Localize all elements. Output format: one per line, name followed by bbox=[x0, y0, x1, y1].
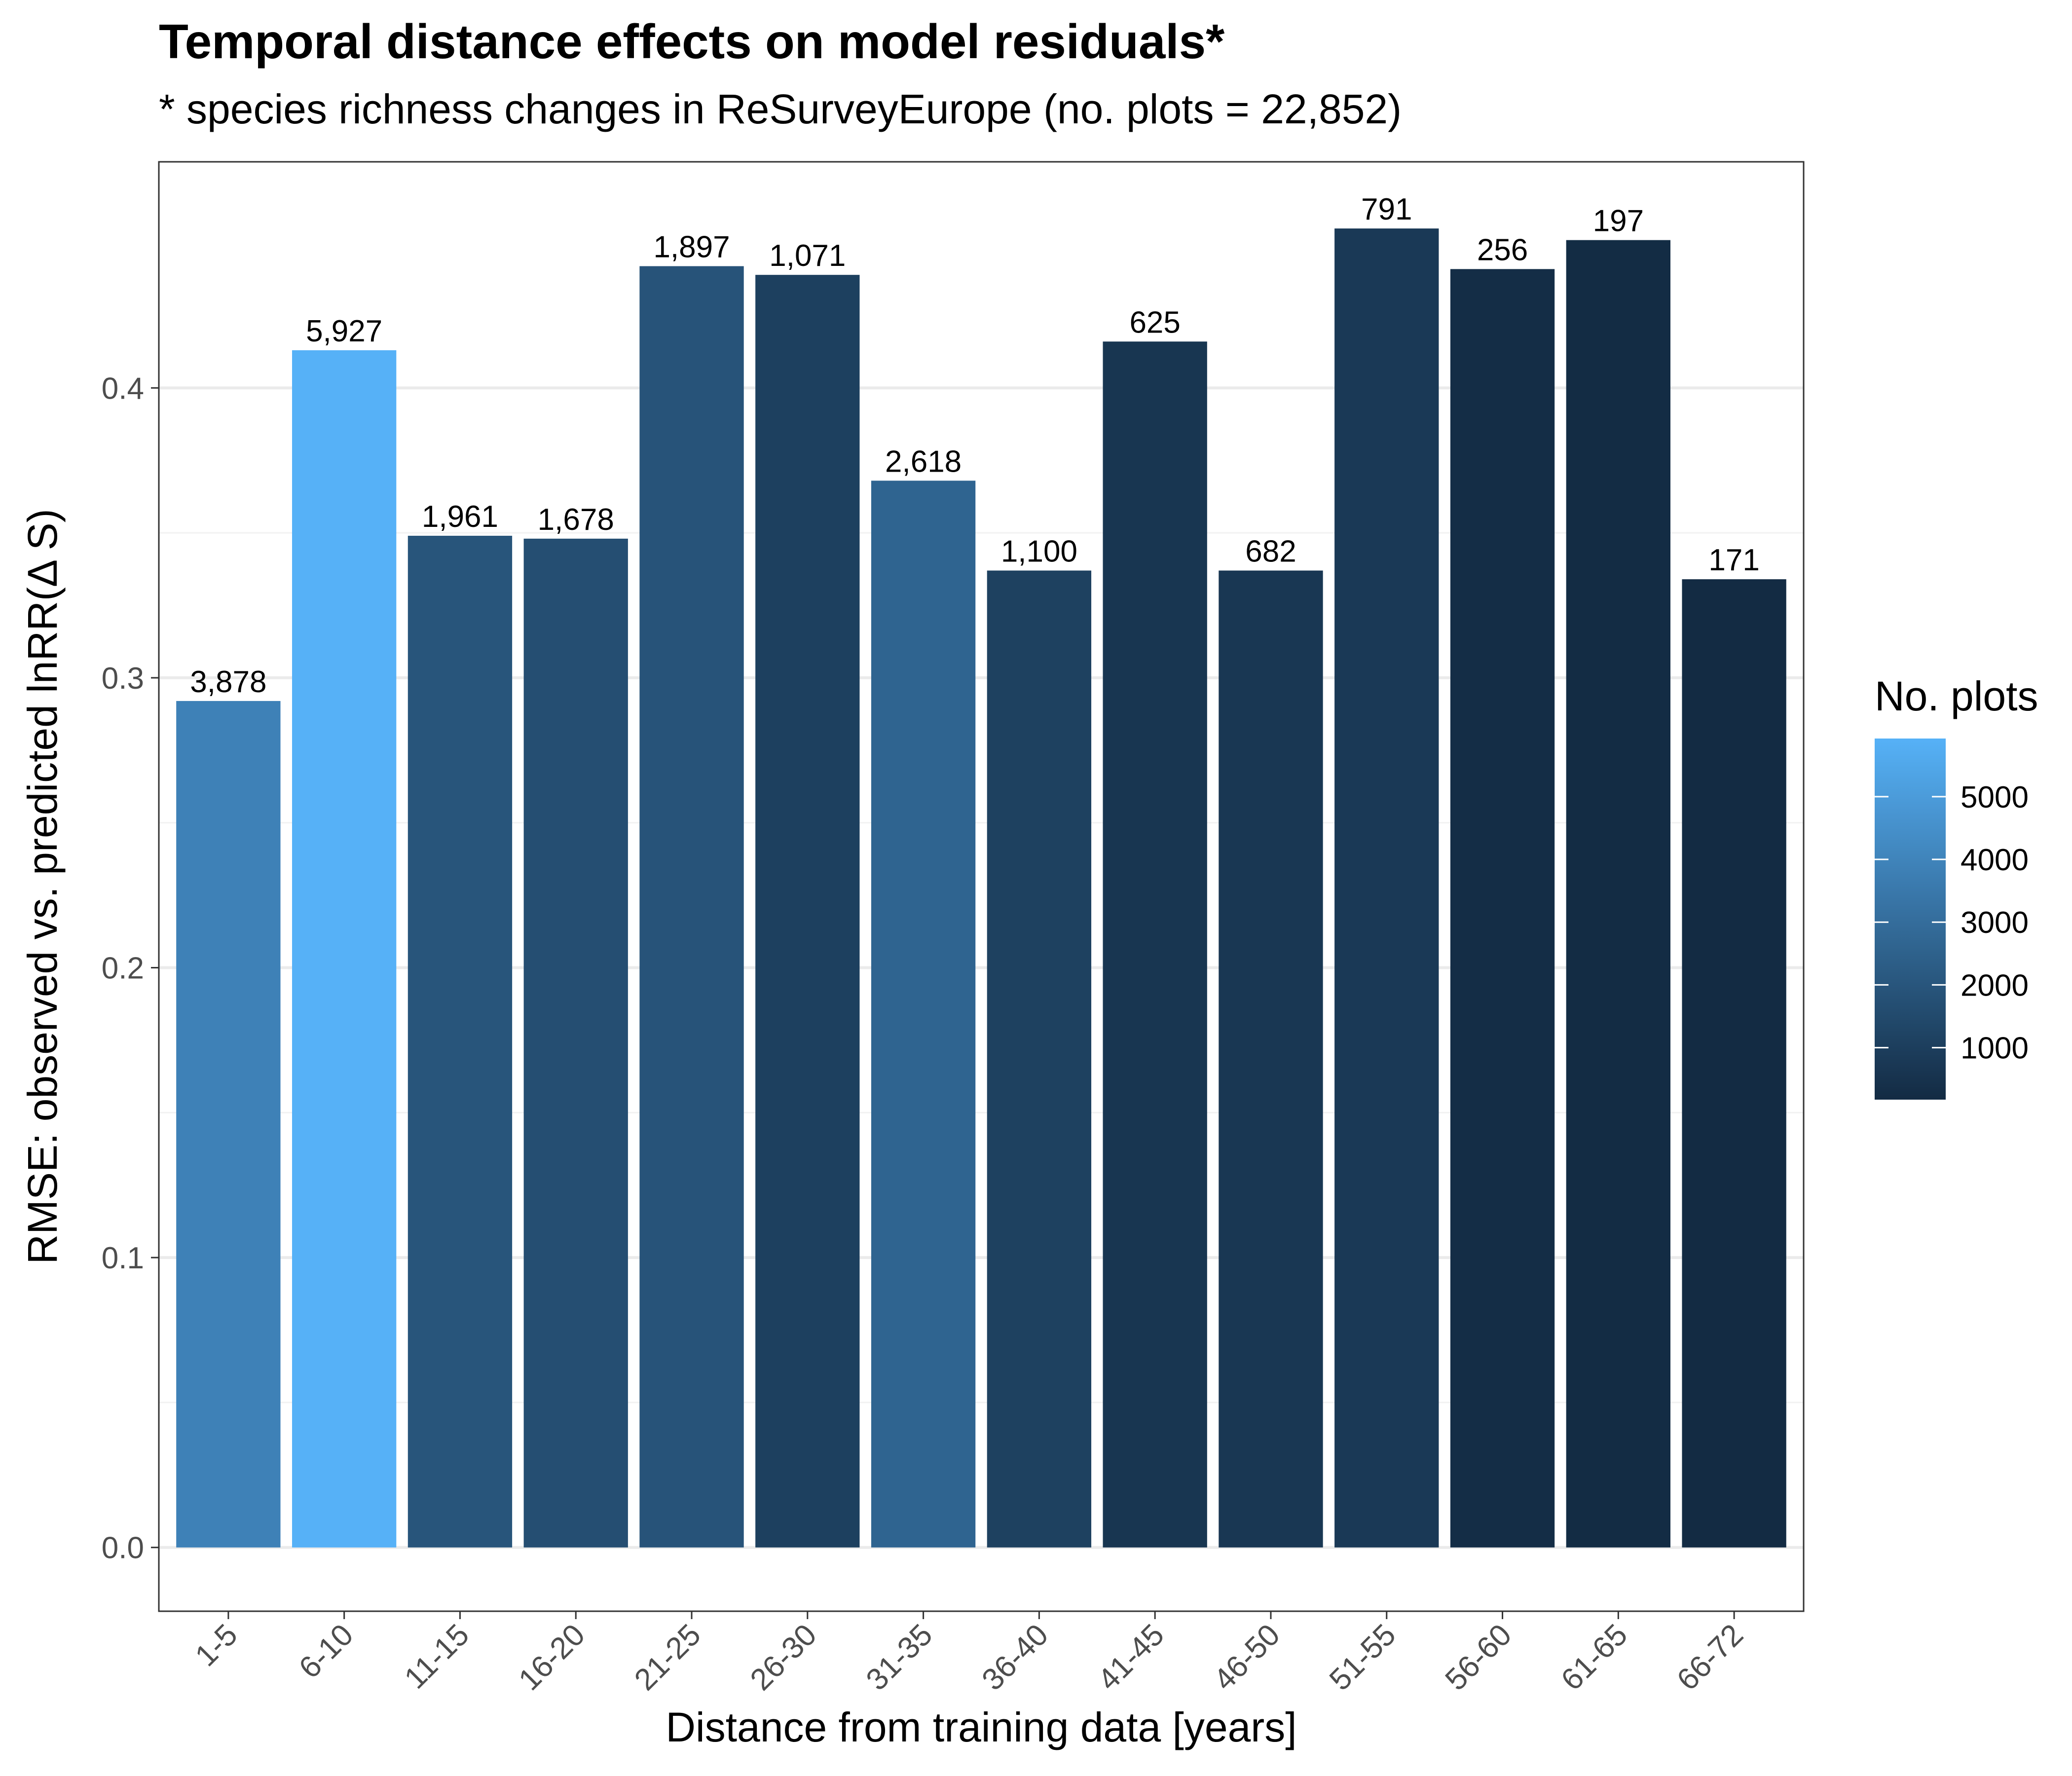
bar-31-35 bbox=[871, 481, 976, 1548]
legend-tick-label: 3000 bbox=[1961, 906, 2029, 940]
x-tick-label-1-5: 1-5 bbox=[189, 1618, 244, 1673]
x-axis: 1-5 6-10 11-15 16-20 21-25 26-30 31-35 36-40 41-… bbox=[189, 1611, 1750, 1697]
count-label-36-40: 1,100 bbox=[1001, 535, 1077, 569]
x-tick-label-16-20: 16-20 bbox=[512, 1618, 592, 1697]
gridlines bbox=[159, 386, 1804, 1549]
x-axis-title: Distance from training data [years] bbox=[666, 1704, 1296, 1750]
bar-56-60 bbox=[1450, 269, 1555, 1548]
legend-tick-label: 5000 bbox=[1961, 780, 2029, 814]
count-label-41-45: 625 bbox=[1129, 305, 1180, 339]
count-label-46-50: 682 bbox=[1245, 535, 1296, 569]
legend-title: No. plots bbox=[1875, 673, 2038, 719]
count-label-26-30: 1,071 bbox=[769, 239, 846, 273]
x-tick-label-11-15: 11-15 bbox=[398, 1618, 476, 1696]
y-tick-label: 0.0 bbox=[102, 1531, 144, 1565]
x-tick-label-31-35: 31-35 bbox=[860, 1618, 939, 1697]
plot-panel-border bbox=[158, 161, 1805, 1612]
bar-6-10 bbox=[292, 350, 397, 1548]
legend: No. plots 5000 4000 3000 2000 1000 bbox=[1875, 673, 2038, 1100]
y-axis: 0.0 0.1 0.2 0.3 0.4 bbox=[102, 371, 159, 1565]
legend-colorbar bbox=[1875, 739, 1946, 1100]
legend-tick-label: 4000 bbox=[1961, 843, 2029, 877]
count-label-21-25: 1,897 bbox=[653, 230, 730, 264]
count-label-56-60: 256 bbox=[1477, 233, 1528, 267]
bar-21-25 bbox=[639, 266, 744, 1548]
bar-1-5 bbox=[176, 701, 281, 1548]
count-label-31-35: 2,618 bbox=[885, 444, 962, 479]
bar-61-65 bbox=[1566, 240, 1670, 1548]
bar-41-45 bbox=[1103, 341, 1207, 1548]
chart-title: Temporal distance effects on model resid… bbox=[159, 14, 1225, 69]
x-tick-label-6-10: 6-10 bbox=[293, 1618, 360, 1685]
bar-46-50 bbox=[1219, 570, 1323, 1548]
x-tick-label-66-72: 66-72 bbox=[1670, 1618, 1750, 1697]
legend-tick-label: 2000 bbox=[1961, 968, 2029, 1002]
bar-count-labels: 3,878 5,927 1,961 1,678 1,897 1,071 2,618 1,100… bbox=[190, 192, 1760, 699]
count-label-16-20: 1,678 bbox=[538, 503, 614, 537]
bar-66-72 bbox=[1682, 579, 1786, 1548]
count-label-1-5: 3,878 bbox=[190, 665, 266, 699]
count-label-11-15: 1,961 bbox=[422, 500, 498, 534]
x-tick-label-36-40: 36-40 bbox=[975, 1618, 1055, 1697]
legend-tick-label: 1000 bbox=[1961, 1032, 2029, 1066]
y-tick-label: 0.3 bbox=[102, 662, 144, 696]
count-label-6-10: 5,927 bbox=[306, 314, 382, 348]
y-tick-label: 0.4 bbox=[102, 371, 144, 406]
bars bbox=[176, 228, 1786, 1548]
x-tick-label-51-55: 51-55 bbox=[1323, 1618, 1403, 1697]
x-tick-label-46-50: 46-50 bbox=[1207, 1618, 1287, 1697]
bar-36-40 bbox=[987, 570, 1092, 1548]
bar-26-30 bbox=[755, 275, 860, 1548]
x-tick-label-56-60: 56-60 bbox=[1439, 1618, 1518, 1697]
x-tick-label-41-45: 41-45 bbox=[1091, 1618, 1171, 1697]
bar-51-55 bbox=[1334, 228, 1439, 1548]
y-tick-label: 0.1 bbox=[102, 1241, 144, 1275]
chart-subtitle: * species richness changes in ReSurveyEu… bbox=[159, 86, 1402, 132]
bar-16-20 bbox=[523, 538, 628, 1548]
bar-11-15 bbox=[407, 536, 513, 1548]
x-tick-label-21-25: 21-25 bbox=[628, 1618, 707, 1697]
count-label-51-55: 791 bbox=[1361, 192, 1412, 226]
count-label-66-72: 171 bbox=[1708, 543, 1759, 577]
x-tick-label-26-30: 26-30 bbox=[744, 1618, 823, 1697]
y-tick-label: 0.2 bbox=[102, 952, 144, 986]
x-tick-label-61-65: 61-65 bbox=[1554, 1618, 1634, 1697]
y-axis-title: RMSE: observed vs. predicted lnRR(Δ S) bbox=[19, 509, 66, 1264]
count-label-61-65: 197 bbox=[1593, 204, 1644, 238]
